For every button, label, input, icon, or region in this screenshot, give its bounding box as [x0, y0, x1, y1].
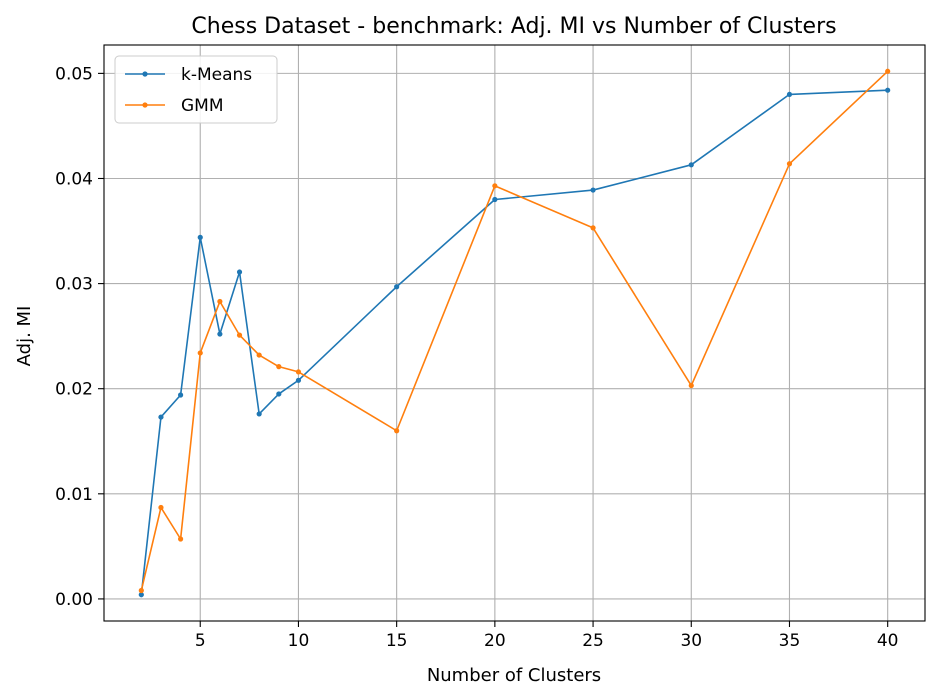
- legend: k-Means GMM: [114, 55, 278, 124]
- series-point-2: [492, 183, 498, 189]
- x-tick-label: 5: [195, 631, 206, 651]
- legend-label-1: k-Means: [181, 65, 252, 85]
- series-point-1: [590, 187, 596, 193]
- series-point-2: [197, 350, 203, 356]
- y-tick-label: 0.05: [55, 64, 93, 84]
- series-point-2: [786, 161, 793, 167]
- legend-label-2: GMM: [181, 96, 224, 116]
- legend-marker-1: [142, 71, 148, 77]
- y-tick-label: 0.03: [55, 275, 93, 295]
- series-point-1: [197, 234, 203, 240]
- legend-marker-2: [142, 102, 148, 108]
- y-axis-label: Adj. MI: [14, 306, 35, 367]
- grid-lines: [104, 45, 925, 621]
- series-point-2: [394, 428, 400, 434]
- y-tick-label: 0.01: [55, 485, 93, 505]
- x-tick-label: 20: [484, 631, 506, 651]
- series-point-1: [492, 196, 498, 203]
- series-point-1: [786, 91, 793, 98]
- series-point-2: [590, 225, 596, 231]
- plot-frame: [103, 44, 926, 622]
- series-point-2: [295, 369, 302, 375]
- series-point-1: [394, 284, 400, 290]
- series-point-2: [276, 364, 282, 370]
- x-tick-label: 15: [386, 631, 408, 651]
- x-tick-label: 35: [779, 631, 801, 651]
- axes: 5 10 15 20 25 30 35 40 0.00 0.01 0.02 0.03 0.04 0.05: [55, 44, 926, 651]
- series-point-1: [295, 377, 302, 383]
- series-point-2: [885, 68, 891, 74]
- series-point-1: [178, 392, 184, 398]
- x-tick-label: 30: [680, 631, 702, 651]
- series-point-1: [276, 391, 282, 397]
- series-point-1: [217, 331, 223, 337]
- x-tick-label: 10: [288, 631, 310, 651]
- y-tick-label: 0.00: [55, 590, 93, 610]
- x-tick-label: 25: [582, 631, 604, 651]
- series-point-2: [217, 298, 223, 305]
- x-axis-label: Number of Clusters: [427, 665, 601, 686]
- series-point-1: [688, 162, 694, 168]
- y-tick-label: 0.02: [55, 380, 93, 400]
- series-point-1: [236, 269, 243, 275]
- data-series: [138, 68, 891, 598]
- y-tick-label: 0.04: [55, 169, 93, 189]
- series-point-2: [236, 332, 243, 338]
- series-point-1: [256, 411, 262, 417]
- series-point-1: [138, 592, 144, 598]
- series-point-2: [158, 504, 164, 511]
- series-point-1: [885, 87, 891, 93]
- series-point-2: [688, 382, 694, 389]
- legend-box: [114, 55, 278, 124]
- x-tick-label: 40: [877, 631, 899, 651]
- series-point-2: [138, 587, 144, 594]
- series-point-1: [158, 414, 164, 420]
- series-point-2: [256, 352, 262, 358]
- chart-title: Chess Dataset - benchmark: Adj. MI vs Nu…: [191, 14, 836, 39]
- series-point-2: [178, 536, 184, 542]
